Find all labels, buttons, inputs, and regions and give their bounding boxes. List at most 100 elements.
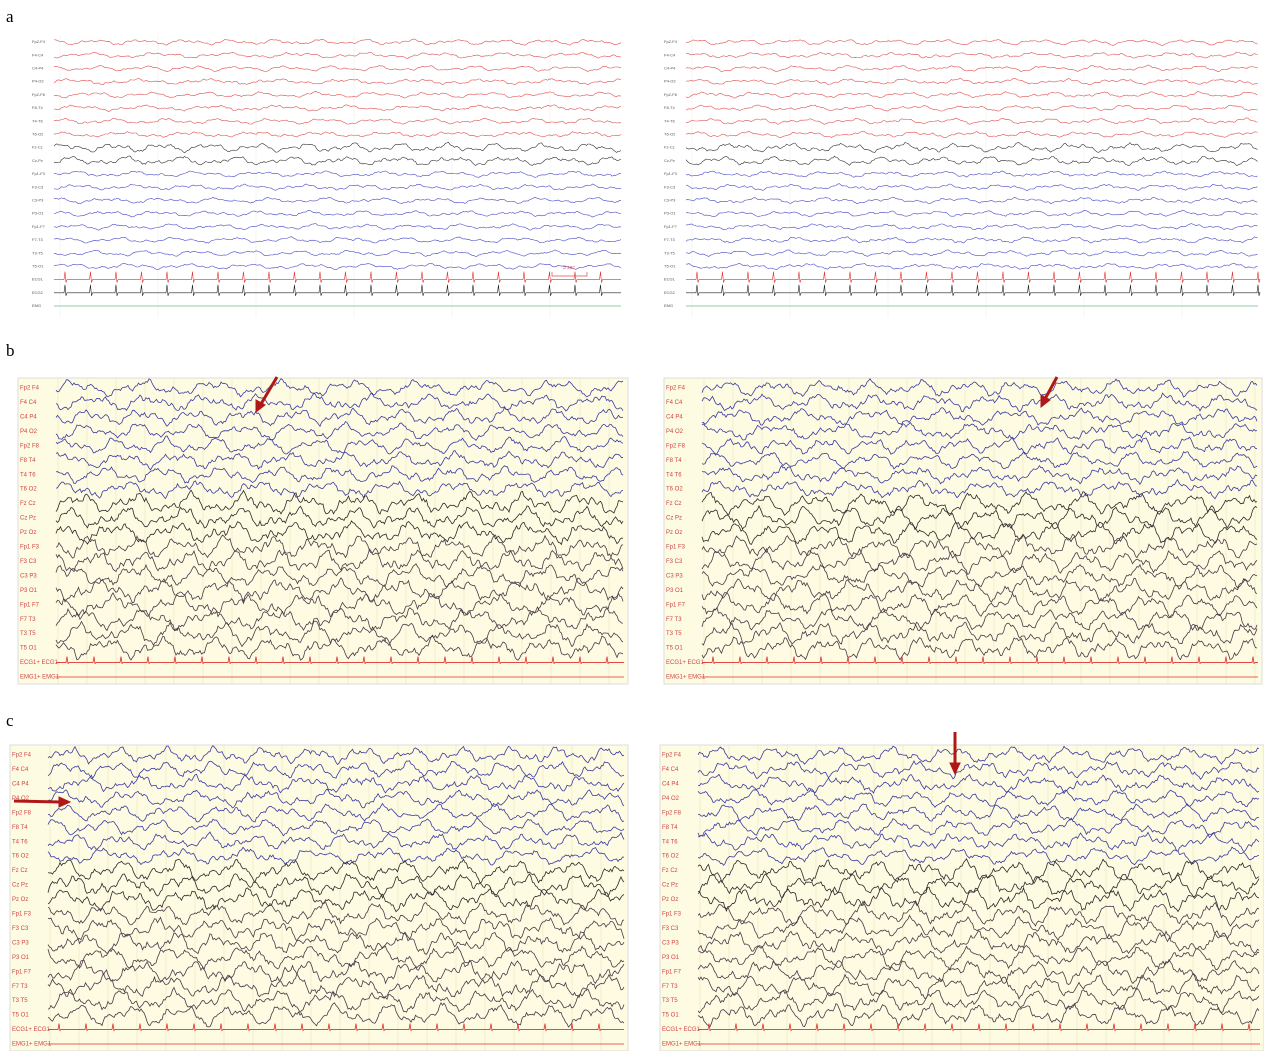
channel-label: F3 C3 [662, 926, 679, 932]
channel-label: T3 T5 [20, 631, 36, 637]
scale-bar [552, 272, 587, 276]
channel-label: Pz Oz [666, 530, 682, 536]
channel-label: ECG1+ ECG1- [666, 660, 706, 666]
channel-label: P3 O1 [666, 588, 684, 594]
channel-label: ECG1+ ECG1- [20, 660, 60, 666]
eeg-trace [686, 285, 1260, 296]
eeg-trace [54, 263, 621, 269]
channel-label: Cz-Pz [664, 158, 675, 163]
channel-label: P3 O1 [662, 955, 680, 961]
channel-label: Fz Cz [662, 868, 678, 874]
channel-label: ECG2 [664, 290, 676, 295]
channel-label: T4 T6 [12, 839, 28, 845]
channel-label: F7-T3 [664, 237, 675, 242]
recording-frame [660, 745, 1264, 1051]
channel-label: ECG1 [664, 277, 676, 282]
channel-label: T5-O1 [664, 263, 676, 268]
channel-label: ECG2 [32, 290, 44, 295]
channel-label: Cz-Pz [32, 158, 43, 163]
eeg-trace [686, 184, 1258, 191]
eeg-trace [686, 131, 1258, 138]
channel-label: T4 T6 [20, 472, 36, 478]
figure: a b c Fp2-F4F4-C4C4-P4P4-O2Fp2-F8F8-T4T4… [0, 0, 1264, 1051]
channel-label: P3 O1 [20, 588, 38, 594]
channel-label: Fp1-F7 [664, 224, 678, 229]
channel-label: Fp1-F3 [32, 171, 46, 176]
eeg-trace [54, 156, 621, 166]
channel-label: F8-T4 [32, 105, 43, 110]
eeg-trace [54, 105, 621, 112]
recording-frame [18, 378, 628, 684]
eeg-trace [686, 263, 1258, 269]
channel-label: F8 T4 [662, 825, 678, 831]
channel-label: F7 T3 [666, 617, 682, 623]
channel-label: T4-T6 [664, 118, 675, 123]
channel-label: P3-O1 [32, 211, 44, 216]
channel-label: Fp2 F4 [662, 753, 682, 759]
channel-label: C4 P4 [12, 781, 29, 787]
channel-label: Fp2-F4 [664, 39, 678, 44]
channel-label: C3-P3 [32, 197, 44, 202]
channel-label: T6-O2 [32, 131, 44, 136]
channel-label: ECG1+ ECG1- [662, 1027, 702, 1033]
channel-label: T5 O1 [662, 1013, 679, 1019]
channel-label: T5 O1 [20, 646, 37, 652]
panel-label: c [6, 711, 14, 730]
channel-label: T5 O1 [12, 1013, 29, 1019]
eeg-trace [686, 105, 1258, 111]
channel-label: Fp1 F7 [12, 969, 32, 975]
channel-label: ECG1+ ECG1- [12, 1027, 52, 1033]
channel-label: Fp2 F4 [666, 386, 686, 392]
channel-label: F7 T3 [662, 984, 678, 990]
eeg-trace [54, 52, 621, 58]
channel-label: Fp1 F3 [666, 545, 686, 551]
eeg-trace [54, 92, 621, 98]
channel-label: EMG1+ EMG1- [662, 1042, 703, 1048]
eeg-trace [54, 171, 621, 178]
channel-label: T6 O2 [20, 487, 37, 493]
channel-label: Fz-Cz [32, 145, 43, 150]
channel-label: T3-T5 [32, 250, 43, 255]
eeg-trace [686, 118, 1258, 125]
channel-label: C3 P3 [20, 573, 37, 579]
channel-label: Cz Pz [12, 883, 28, 889]
channel-label: F4 C4 [666, 400, 683, 406]
channel-label: Fp2 F8 [12, 810, 32, 816]
panel-label: b [6, 341, 15, 360]
channel-label: F4 C4 [662, 767, 679, 773]
eeg-trace [54, 197, 621, 203]
channel-label: P3-O1 [664, 211, 676, 216]
channel-label: C3-P3 [664, 197, 676, 202]
channel-label: P4-O2 [664, 79, 676, 84]
channel-label: F4 C4 [12, 767, 29, 773]
eeg-trace [686, 171, 1258, 177]
recordings: Fp2-F4F4-C4C4-P4P4-O2Fp2-F8F8-T4T4-T6T6-… [10, 35, 1264, 1051]
channel-label: Cz Pz [666, 516, 682, 522]
channel-label: Fz Cz [666, 501, 682, 507]
channel-label: T3 T5 [662, 998, 678, 1004]
eeg-trace [686, 237, 1258, 243]
channel-label: EMG1+ EMG1- [20, 675, 61, 681]
channel-label: Fp1-F7 [32, 224, 46, 229]
channel-label: EMG1+ EMG1- [12, 1042, 53, 1048]
channel-label: C4-P4 [664, 65, 676, 70]
channel-label: Fp1 F3 [12, 912, 32, 918]
eeg-trace [54, 237, 621, 244]
channel-label: Fp1-F3 [664, 171, 678, 176]
channel-label: F3-C3 [32, 184, 44, 189]
channel-label: Pz Oz [20, 530, 36, 536]
channel-label: Fp1 F3 [20, 545, 40, 551]
channel-label: Pz Oz [662, 897, 678, 903]
channel-label: P4 O2 [20, 429, 38, 435]
channel-label: P4-O2 [32, 79, 44, 84]
channel-label: F3 C3 [666, 559, 683, 565]
eeg-trace [54, 285, 621, 296]
channel-label: Cz Pz [662, 883, 678, 889]
channel-label: Fp2 F8 [666, 443, 686, 449]
channel-label: T3 T5 [666, 631, 682, 637]
channel-label: F3-C3 [664, 184, 676, 189]
eeg-trace [54, 250, 621, 256]
channel-label: EMG [664, 303, 673, 308]
channel-label: F7 T3 [20, 617, 36, 623]
eeg-trace [54, 184, 621, 190]
